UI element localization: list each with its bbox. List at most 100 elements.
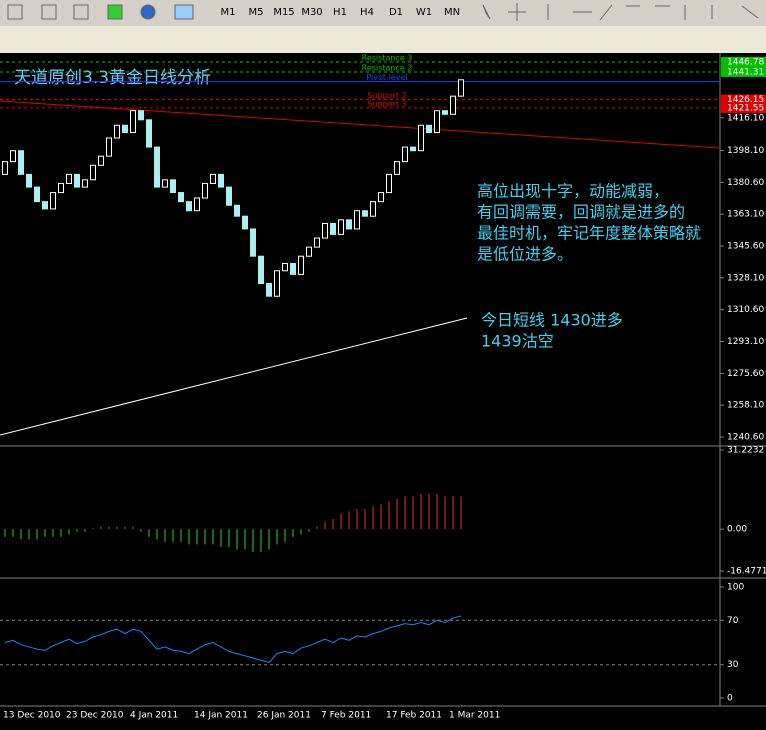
candle-body <box>434 110 440 134</box>
timeframe-button[interactable]: MN <box>444 7 460 18</box>
candle-body <box>146 119 152 148</box>
level-label: Resistance 3 <box>362 54 413 63</box>
candle-body <box>194 197 200 212</box>
candle-body <box>90 164 96 181</box>
candle-body <box>34 186 40 203</box>
candle-body <box>402 146 408 163</box>
timeframe-button[interactable]: M30 <box>301 7 322 18</box>
timeframe-button[interactable]: D1 <box>389 7 403 18</box>
candle-body <box>458 79 464 97</box>
trend-line <box>0 100 721 149</box>
candle-body <box>2 161 8 175</box>
y-tick-label: 1345.60 <box>727 242 764 252</box>
x-tick-label: 14 Jan 2011 <box>194 711 248 721</box>
level-label: Resistance 2 <box>362 63 413 72</box>
candle-body <box>138 110 144 121</box>
candle-body <box>82 179 88 188</box>
candle-body <box>386 173 392 194</box>
timeframe-button[interactable]: H1 <box>333 7 347 18</box>
candle-body <box>58 182 64 194</box>
x-tick-label: 17 Feb 2011 <box>386 711 442 721</box>
candle-body <box>106 137 112 157</box>
candle-body <box>250 228 256 257</box>
timeframe-button[interactable]: M1 <box>221 7 236 18</box>
level-label: Support 3 <box>367 99 406 108</box>
toolbar-spacer <box>0 26 766 53</box>
candle-body <box>442 110 448 115</box>
icon[interactable] <box>547 4 759 21</box>
y-tick-label: 30 <box>727 660 739 670</box>
y-tick-label: 1380.60 <box>727 178 764 188</box>
y-tick-label: -16.4771 <box>727 567 766 577</box>
icon[interactable] <box>107 4 123 20</box>
timeframe-button[interactable]: M5 <box>249 7 264 18</box>
candle-body <box>298 255 304 275</box>
icon[interactable] <box>508 3 526 21</box>
y-tick-label: 1398.10 <box>727 146 764 156</box>
candle-body <box>210 173 216 184</box>
long-ma <box>0 317 468 436</box>
candle-body <box>242 215 248 230</box>
icon[interactable] <box>140 4 156 20</box>
candle-body <box>74 173 80 188</box>
candle-body <box>114 124 120 139</box>
y-tick-label: 70 <box>727 616 739 626</box>
level-label: Pivot level <box>366 73 407 82</box>
candle-body <box>26 173 32 188</box>
chart-title: 天道原创3.3黄金日线分析 <box>14 68 211 88</box>
y-tick-label: 100 <box>727 583 744 593</box>
icon[interactable] <box>482 4 491 20</box>
timeframe-button[interactable]: H4 <box>360 7 374 18</box>
candle-body <box>450 95 456 115</box>
annotation: 最佳时机，牢记年度整体策略就 <box>477 224 701 243</box>
candle-body <box>266 282 272 297</box>
y-tick-label: 0.00 <box>727 525 747 535</box>
y-tick-label: 1328.10 <box>727 273 764 283</box>
candle-body <box>162 179 168 188</box>
level-tag-label: 1421.55 <box>727 103 764 113</box>
y-tick-label: 1310.60 <box>727 305 764 315</box>
x-tick-label: 26 Jan 2011 <box>257 711 311 721</box>
candle-body <box>130 110 136 134</box>
x-tick-label: 13 Dec 2010 <box>3 711 61 721</box>
icon[interactable] <box>174 4 194 20</box>
candle-body <box>338 219 344 235</box>
candle-body <box>314 237 320 248</box>
timeframe-button[interactable]: M15 <box>273 7 294 18</box>
candle-body <box>418 124 424 152</box>
candle-body <box>330 222 336 235</box>
y-tick-label: 0 <box>727 694 733 704</box>
y-tick-label: 1258.10 <box>727 401 764 411</box>
candle-body <box>274 270 280 297</box>
x-tick-label: 23 Dec 2010 <box>66 711 124 721</box>
candle-body <box>346 219 352 230</box>
y-tick-label: 1275.60 <box>727 369 764 379</box>
annotation: 有回调需要，回调就是进多的 <box>477 203 685 222</box>
level-label: Support 2 <box>367 91 406 100</box>
candle-body <box>282 262 288 272</box>
x-tick-label: 1 Mar 2011 <box>449 711 500 721</box>
candle-body <box>378 192 384 203</box>
level-tag <box>721 66 766 77</box>
toolbar-icons <box>7 3 759 21</box>
candle-body <box>410 146 416 152</box>
icon[interactable] <box>41 4 57 20</box>
candle-body <box>362 210 368 217</box>
icon[interactable] <box>7 4 23 20</box>
level-tag <box>721 102 766 113</box>
candle-body <box>290 262 296 275</box>
icon[interactable] <box>73 4 89 20</box>
candle-body <box>394 161 400 175</box>
annotation: 今日短线 1430进多 <box>481 311 623 330</box>
candle-body <box>258 255 264 284</box>
candle-body <box>322 222 328 239</box>
y-tick-label: 1240.60 <box>727 433 764 443</box>
candle-body <box>426 124 432 134</box>
rsi-line <box>4 615 462 664</box>
candle-body <box>178 192 184 203</box>
timeframe-button[interactable]: W1 <box>416 7 432 18</box>
candle-body <box>42 201 48 210</box>
candle-body <box>66 173 72 184</box>
chart-area <box>0 53 766 726</box>
